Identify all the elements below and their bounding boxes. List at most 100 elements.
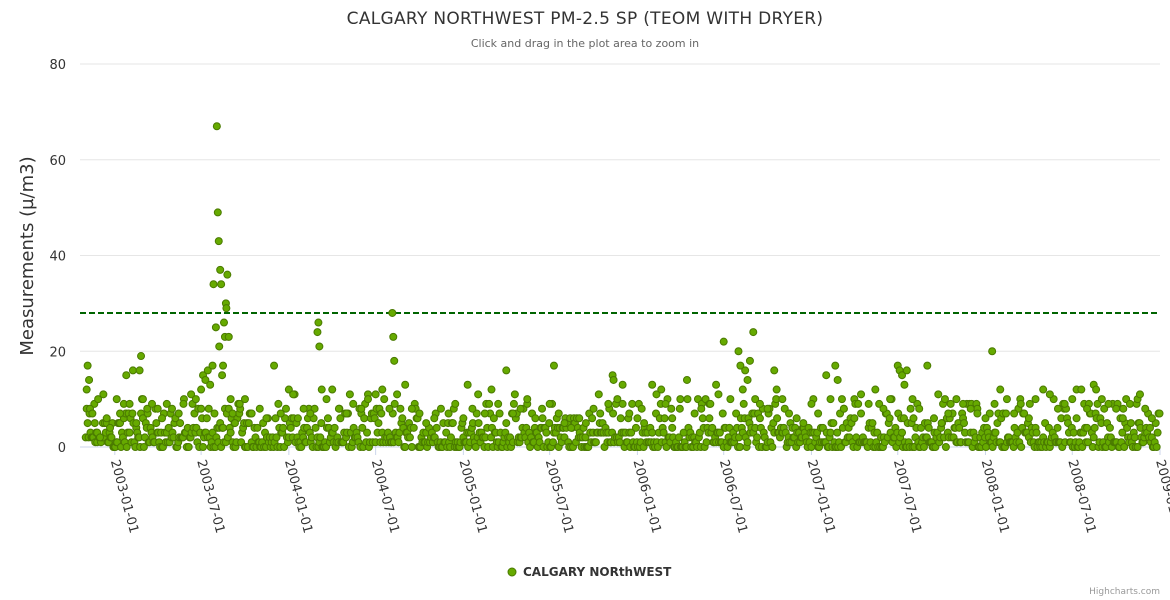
data-point [1133,443,1142,451]
y-tick-label: 60 [49,154,66,169]
data-point [1090,423,1099,432]
data-point [1105,423,1114,432]
data-point [751,395,760,404]
data-point [745,356,754,365]
data-point [323,414,332,423]
data-point [279,423,288,432]
data-point [1001,409,1010,418]
data-point [898,428,907,437]
data-point [826,428,835,437]
data-point [625,409,634,418]
data-point [389,332,398,341]
data-point [407,404,416,413]
data-point [314,318,323,327]
data-point [322,395,331,404]
x-tick-label: 2004-01-01 [281,458,315,535]
data-point [219,361,228,370]
data-point [581,433,590,442]
data-point [202,414,211,423]
data-point [705,414,714,423]
legend[interactable]: CALGARY NORthWEST [507,565,672,579]
data-point [906,404,915,413]
data-point [652,390,661,399]
data-point [1053,423,1062,432]
data-point [1032,428,1041,437]
data-point [217,280,226,289]
data-point [468,404,477,413]
legend-marker-icon [507,567,517,577]
x-tick-label: 2005-01-01 [456,458,490,535]
data-point [743,438,752,447]
legend-label[interactable]: CALGARY NORthWEST [523,565,672,579]
data-point [588,414,597,423]
data-point [405,433,414,442]
data-point [216,265,225,274]
data-point [415,409,424,418]
x-tick-label: 2008-07-01 [1064,458,1098,535]
data-point [224,332,233,341]
data-point [955,423,964,432]
data-point [538,404,547,413]
data-point [743,375,752,384]
data-point [137,352,146,361]
data-point [633,414,642,423]
data-point [317,385,326,394]
data-point [575,414,584,423]
data-point [436,404,445,413]
data-point [409,423,418,432]
data-point [738,385,747,394]
data-point [393,390,402,399]
data-point [763,404,772,413]
data-point [773,414,782,423]
data-point [981,414,990,423]
data-point [741,366,750,375]
data-point [697,404,706,413]
data-point [204,404,213,413]
data-point [831,361,840,370]
data-point [184,443,193,451]
data-point [531,414,540,423]
data-point [286,423,295,432]
data-point [683,395,692,404]
data-point [1125,399,1134,408]
data-point [973,409,982,418]
data-point [262,414,271,423]
data-point [690,409,699,418]
data-point [1130,433,1139,442]
data-point [116,409,125,418]
data-point [1126,419,1135,428]
data-point [1020,409,1029,418]
data-point [102,414,111,423]
data-point [807,399,816,408]
data-point [315,342,324,351]
y-tick-label: 80 [49,58,66,73]
data-point [385,404,394,413]
data-point [480,409,489,418]
data-point [772,385,781,394]
data-point [919,443,928,451]
data-point [988,347,997,356]
data-point [336,414,345,423]
data-point [1084,438,1092,447]
data-point [923,361,932,370]
x-tick-label: 2008-01-01 [978,458,1012,535]
data-point [991,428,1000,437]
data-point [966,404,975,413]
data-point [289,390,298,399]
data-point [125,399,134,408]
data-point [604,399,613,408]
scatter-points[interactable] [81,122,1164,451]
data-point [219,423,228,432]
data-point [516,404,525,413]
data-point [240,395,249,404]
data-point [235,399,244,408]
data-point [357,404,366,413]
data-point [106,423,115,432]
credits-link[interactable]: Highcharts.com [1089,587,1160,597]
data-point [879,404,888,413]
data-point [1077,385,1086,394]
data-point [929,414,938,423]
data-point [675,404,684,413]
